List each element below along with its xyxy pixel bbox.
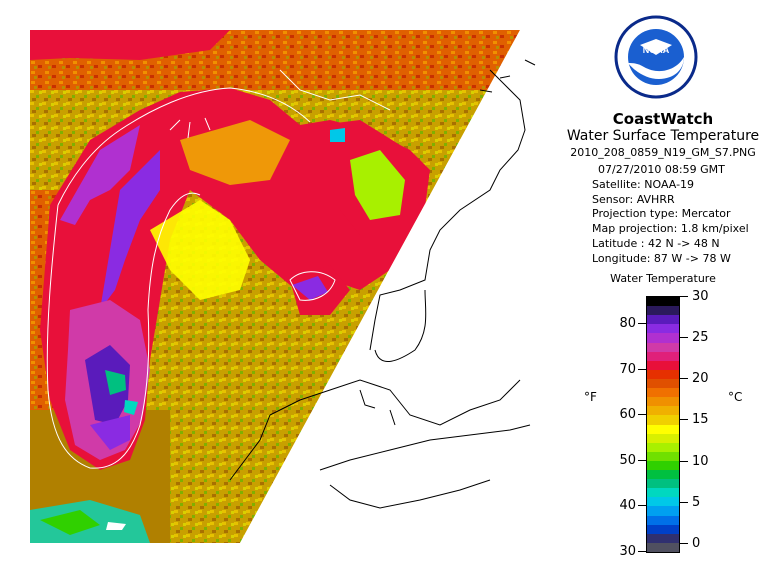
celsius-tick (680, 296, 688, 297)
colorbar-swatch (647, 533, 679, 544)
colorbar-swatch (647, 442, 679, 453)
celsius-tick (680, 543, 688, 544)
land-outline (229, 59, 536, 509)
latitude-range-label: Latitude : 42 N -> 48 N (592, 237, 720, 250)
fahrenheit-unit-label: °F (584, 390, 597, 404)
brand-title: CoastWatch (612, 110, 714, 128)
colorbar-title: Water Temperature (610, 272, 716, 285)
celsius-tick-label: 20 (692, 371, 709, 386)
colorbar-swatch (647, 297, 679, 307)
colorbar-swatch (647, 415, 679, 426)
colorbar-swatch (647, 351, 679, 362)
colorbar-swatch (647, 506, 679, 517)
fahrenheit-tick-label: 60 (619, 407, 636, 422)
celsius-unit-label: °C (728, 390, 743, 404)
fahrenheit-tick (638, 414, 646, 415)
celsius-tick-label: 10 (692, 454, 709, 469)
colorbar-swatch (647, 488, 679, 499)
colorbar-swatch (647, 306, 679, 317)
fahrenheit-tick-label: 30 (619, 544, 636, 559)
image-filename: 2010_208_0859_N19_GM_S7.PNG (570, 146, 756, 159)
colorbar-swatch (647, 497, 679, 508)
map-projection-label: Map projection: 1.8 km/pixel (592, 222, 749, 235)
colorbar-swatch (647, 515, 679, 526)
colorbar-swatch (647, 433, 679, 444)
colorbar-swatch (647, 451, 679, 462)
fahrenheit-tick (638, 551, 646, 552)
colorbar-swatch (647, 342, 679, 353)
noaa-emblem-icon: NOAA (614, 15, 698, 99)
colorbar-swatch (647, 542, 679, 552)
colorbar-swatch (647, 333, 679, 344)
celsius-tick-label: 25 (692, 330, 709, 345)
satellite-label: Satellite: NOAA-19 (592, 178, 695, 191)
fahrenheit-tick-label: 50 (619, 453, 636, 468)
fahrenheit-tick (638, 369, 646, 370)
fahrenheit-tick (638, 505, 646, 506)
colorbar-swatch (647, 397, 679, 408)
coastline-overlay (46, 69, 391, 469)
celsius-tick (680, 419, 688, 420)
fahrenheit-tick (638, 460, 646, 461)
temperature-colorbar (646, 296, 680, 553)
noaa-logo: NOAA (614, 15, 698, 99)
no-data-region (240, 30, 543, 543)
colorbar-swatch (647, 424, 679, 435)
colorbar-swatch (647, 479, 679, 490)
celsius-tick (680, 502, 688, 503)
colorbar-swatch (647, 388, 679, 399)
celsius-tick (680, 378, 688, 379)
fahrenheit-tick-label: 80 (619, 316, 636, 331)
fahrenheit-tick-label: 70 (619, 362, 636, 377)
colorbar-swatch (647, 324, 679, 335)
logo-label: NOAA (643, 45, 670, 55)
fahrenheit-tick (638, 323, 646, 324)
fahrenheit-tick-label: 40 (619, 498, 636, 513)
colorbar-swatch (647, 369, 679, 380)
sensor-label: Sensor: AVHRR (592, 193, 675, 206)
sst-map-svg (30, 30, 543, 543)
colorbar-swatch (647, 360, 679, 371)
celsius-tick-label: 0 (692, 536, 701, 551)
projection-type-label: Projection type: Mercator (592, 207, 731, 220)
colorbar-swatch (647, 406, 679, 417)
acquisition-datetime: 07/27/2010 08:59 GMT (598, 163, 725, 176)
celsius-tick-label: 30 (692, 289, 709, 304)
celsius-tick-label: 5 (692, 495, 701, 510)
celsius-tick (680, 337, 688, 338)
celsius-tick-label: 15 (692, 412, 709, 427)
product-title: Water Surface Temperature (566, 128, 760, 144)
colorbar-swatch (647, 460, 679, 471)
colorbar-swatch (647, 470, 679, 481)
celsius-tick (680, 461, 688, 462)
longitude-range-label: Longitude: 87 W -> 78 W (592, 252, 731, 265)
colorbar-swatch (647, 378, 679, 389)
sst-data-layer (30, 30, 520, 543)
colorbar-swatch (647, 315, 679, 326)
colorbar-swatch (647, 524, 679, 535)
satellite-map (30, 30, 543, 543)
